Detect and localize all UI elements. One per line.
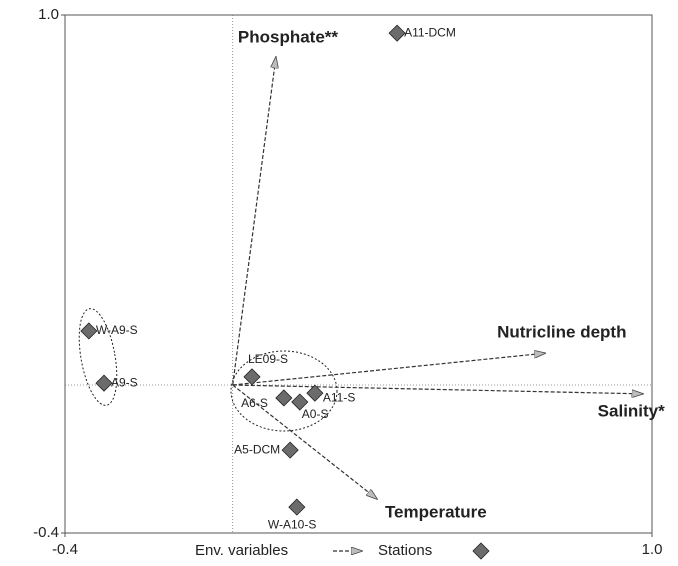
vector-label: Phosphate** bbox=[238, 28, 339, 47]
x-tick-label: -0.4 bbox=[52, 541, 78, 558]
legend-marker bbox=[472, 542, 490, 560]
plot-frame bbox=[64, 14, 653, 534]
env-vector bbox=[232, 384, 377, 499]
station-marker bbox=[275, 389, 293, 407]
vector-label: Temperature bbox=[385, 502, 487, 521]
env-vector bbox=[232, 384, 643, 394]
station-label: A5-DCM bbox=[234, 442, 280, 456]
station-label: A11-S bbox=[323, 390, 355, 404]
station-label: A6-S bbox=[241, 396, 268, 410]
station-label: W-A10-S bbox=[268, 517, 316, 531]
station-label: A11-DCM bbox=[404, 25, 456, 39]
station-label: LE09-S bbox=[248, 352, 288, 366]
legend: Env. variables Stations bbox=[195, 542, 490, 560]
y-tick-label: 1.0 bbox=[38, 6, 59, 23]
x-tick-label: 1.0 bbox=[642, 541, 663, 558]
station-marker bbox=[243, 368, 261, 386]
station-marker bbox=[95, 374, 113, 392]
group-ellipse bbox=[78, 308, 118, 406]
station-marker bbox=[388, 24, 406, 42]
legend-label: Env. variables bbox=[195, 542, 288, 559]
station-marker bbox=[80, 322, 98, 340]
station-marker bbox=[288, 498, 306, 516]
vector-label: Nutricline depth bbox=[497, 323, 626, 342]
legend-label: Stations bbox=[378, 542, 432, 559]
vector-label: Salinity* bbox=[598, 401, 665, 420]
station-label: W-A9-S bbox=[96, 323, 138, 337]
y-tick-label: -0.4 bbox=[33, 524, 59, 541]
env-vector bbox=[232, 353, 545, 386]
station-label: A9-S bbox=[111, 375, 138, 389]
station-marker bbox=[281, 441, 299, 459]
station-marker bbox=[291, 393, 309, 411]
station-marker bbox=[306, 384, 324, 402]
group-ellipse bbox=[230, 350, 338, 432]
env-vector bbox=[232, 57, 276, 386]
station-label: A0-S bbox=[302, 407, 329, 421]
